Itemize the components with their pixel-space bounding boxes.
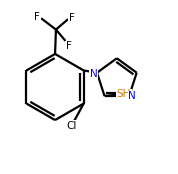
Text: F: F (34, 12, 40, 22)
Text: F: F (66, 41, 72, 52)
Text: F: F (69, 13, 75, 23)
Text: Cl: Cl (66, 121, 77, 131)
Text: SH: SH (117, 89, 131, 99)
Text: N: N (90, 69, 98, 79)
Text: N: N (128, 91, 136, 101)
